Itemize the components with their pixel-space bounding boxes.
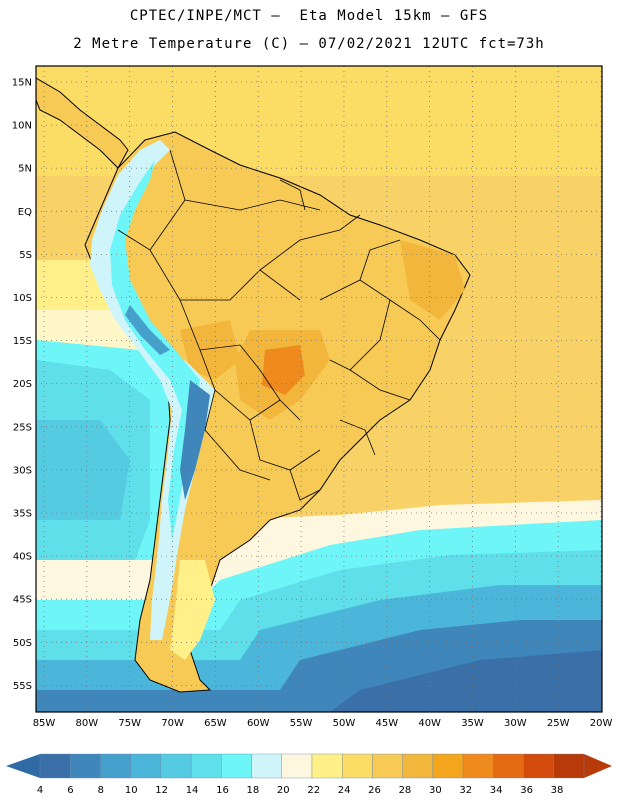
colorbar-tick-label: 18	[247, 785, 260, 796]
lat-label: 10S	[13, 293, 32, 304]
lat-label: 50S	[13, 638, 32, 649]
colorbar-tick-label: 26	[368, 785, 381, 796]
map-frame	[35, 65, 603, 713]
longitude-labels: 85W 80W 75W 70W 65W 60W 55W 50W 45W 40W 35W 30W 25W 2…	[33, 718, 613, 729]
colorbar-swatch	[281, 753, 313, 779]
lat-label: 5S	[19, 250, 32, 261]
lon-label: 50W	[333, 718, 356, 729]
colorbar-tick-label: 36	[520, 785, 533, 796]
colorbar-swatch	[523, 753, 554, 779]
lat-label: 40S	[13, 552, 32, 563]
colorbar-swatch	[190, 753, 222, 779]
lat-label: 35S	[13, 509, 32, 520]
lon-label: 85W	[33, 718, 56, 729]
colorbar-swatch	[39, 753, 71, 779]
lat-label: EQ	[18, 207, 32, 218]
colorbar-tick-label: 8	[98, 785, 104, 796]
lon-label: 55W	[290, 718, 313, 729]
colorbar-swatch	[130, 753, 162, 779]
temperature-map: 15N 10N 5N EQ 5S 10S 15S 20S 25S 30S 35S 40S 45S 50S 5…	[6, 65, 613, 796]
colorbar-swatch	[402, 753, 434, 779]
hot-northeast	[400, 240, 465, 320]
colorbar-tick-label: 34	[490, 785, 503, 796]
colorbar-tick-label: 24	[338, 785, 351, 796]
colorbar-swatch	[342, 753, 373, 779]
colorbar-arrow-left	[6, 754, 40, 778]
colorbar-tick-label: 28	[399, 785, 412, 796]
lon-label: 60W	[247, 718, 270, 729]
colorbar-tick-label: 4	[37, 785, 43, 796]
colorbar-tick-label: 6	[67, 785, 73, 796]
colorbar-tick-label: 22	[307, 785, 320, 796]
colorbar-tick-label: 12	[155, 785, 168, 796]
colorbar-swatch	[100, 753, 131, 779]
colorbar-swatch	[462, 753, 494, 779]
title-line-2: 2 Metre Temperature (C) – 07/02/2021 12U…	[73, 36, 545, 52]
lon-label: 30W	[504, 718, 527, 729]
lat-label: 25S	[13, 422, 32, 433]
lat-label: 10N	[12, 121, 32, 132]
colorbar-swatch	[160, 753, 192, 779]
andes-cold-ridge	[90, 140, 215, 640]
lon-label: 80W	[76, 718, 99, 729]
colorbar-swatch	[432, 753, 464, 779]
colorbar-swatch	[221, 753, 252, 779]
lat-label: 20S	[13, 379, 32, 390]
country-borders	[117, 149, 441, 501]
lon-label: 20W	[590, 718, 613, 729]
colorbar-tick-label: 16	[216, 785, 229, 796]
map-field	[36, 66, 602, 712]
lat-label: 15S	[13, 336, 32, 347]
colorbar-tick-label: 30	[429, 785, 442, 796]
lat-label: 5N	[18, 164, 32, 175]
lon-label: 25W	[547, 718, 570, 729]
colorbar-tick-label: 32	[459, 785, 472, 796]
colorbar-swatch	[372, 753, 403, 779]
lat-label: 55S	[13, 681, 32, 692]
colorbar-tick-label: 14	[186, 785, 199, 796]
colorbar-tick-label: 10	[125, 785, 138, 796]
colorbar-tick-label: 38	[551, 785, 564, 796]
colorbar-swatch	[311, 753, 343, 779]
lon-label: 35W	[461, 718, 484, 729]
colorbar-arrow-right	[584, 754, 612, 778]
colorbar-swatch	[493, 753, 524, 779]
colorbar-swatch	[251, 753, 282, 779]
title-line-1: CPTEC/INPE/MCT – Eta Model 15km – GFS	[129, 8, 489, 24]
colorbar-tick-label: 20	[277, 785, 290, 796]
colorbar: 4 6 8 10 12 14 16 18 20 22 24 26 28 30 32 34 36 38	[6, 753, 612, 796]
colorbar-swatch	[553, 753, 585, 779]
lon-label: 40W	[418, 718, 441, 729]
latitude-labels: 15N 10N 5N EQ 5S 10S 15S 20S 25S 30S 35S 40S 45S 50S 5…	[12, 78, 32, 692]
lat-label: 30S	[13, 465, 32, 476]
lon-label: 70W	[161, 718, 184, 729]
central-america	[36, 77, 129, 169]
lat-label: 15N	[12, 78, 32, 89]
lon-label: 65W	[204, 718, 227, 729]
lon-label: 45W	[375, 718, 398, 729]
lon-label: 75W	[118, 718, 141, 729]
colorbar-swatch	[70, 753, 101, 779]
lat-label: 45S	[13, 595, 32, 606]
